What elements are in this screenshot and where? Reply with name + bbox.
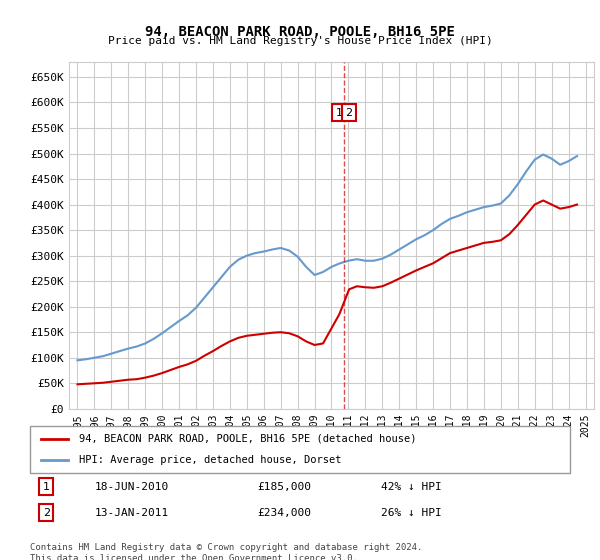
FancyBboxPatch shape bbox=[30, 426, 570, 473]
Text: 1: 1 bbox=[336, 108, 343, 118]
Text: HPI: Average price, detached house, Dorset: HPI: Average price, detached house, Dors… bbox=[79, 455, 341, 465]
Text: 18-JUN-2010: 18-JUN-2010 bbox=[95, 482, 169, 492]
Text: £185,000: £185,000 bbox=[257, 482, 311, 492]
Text: £234,000: £234,000 bbox=[257, 507, 311, 517]
Text: 42% ↓ HPI: 42% ↓ HPI bbox=[381, 482, 442, 492]
Text: Price paid vs. HM Land Registry's House Price Index (HPI): Price paid vs. HM Land Registry's House … bbox=[107, 36, 493, 46]
Text: 2: 2 bbox=[346, 108, 353, 118]
Text: 94, BEACON PARK ROAD, POOLE, BH16 5PE (detached house): 94, BEACON PARK ROAD, POOLE, BH16 5PE (d… bbox=[79, 434, 416, 444]
Text: 13-JAN-2011: 13-JAN-2011 bbox=[95, 507, 169, 517]
Text: 94, BEACON PARK ROAD, POOLE, BH16 5PE: 94, BEACON PARK ROAD, POOLE, BH16 5PE bbox=[145, 25, 455, 39]
Text: 2: 2 bbox=[43, 507, 50, 517]
Text: 26% ↓ HPI: 26% ↓ HPI bbox=[381, 507, 442, 517]
Text: Contains HM Land Registry data © Crown copyright and database right 2024.
This d: Contains HM Land Registry data © Crown c… bbox=[30, 543, 422, 560]
Text: 1: 1 bbox=[43, 482, 50, 492]
